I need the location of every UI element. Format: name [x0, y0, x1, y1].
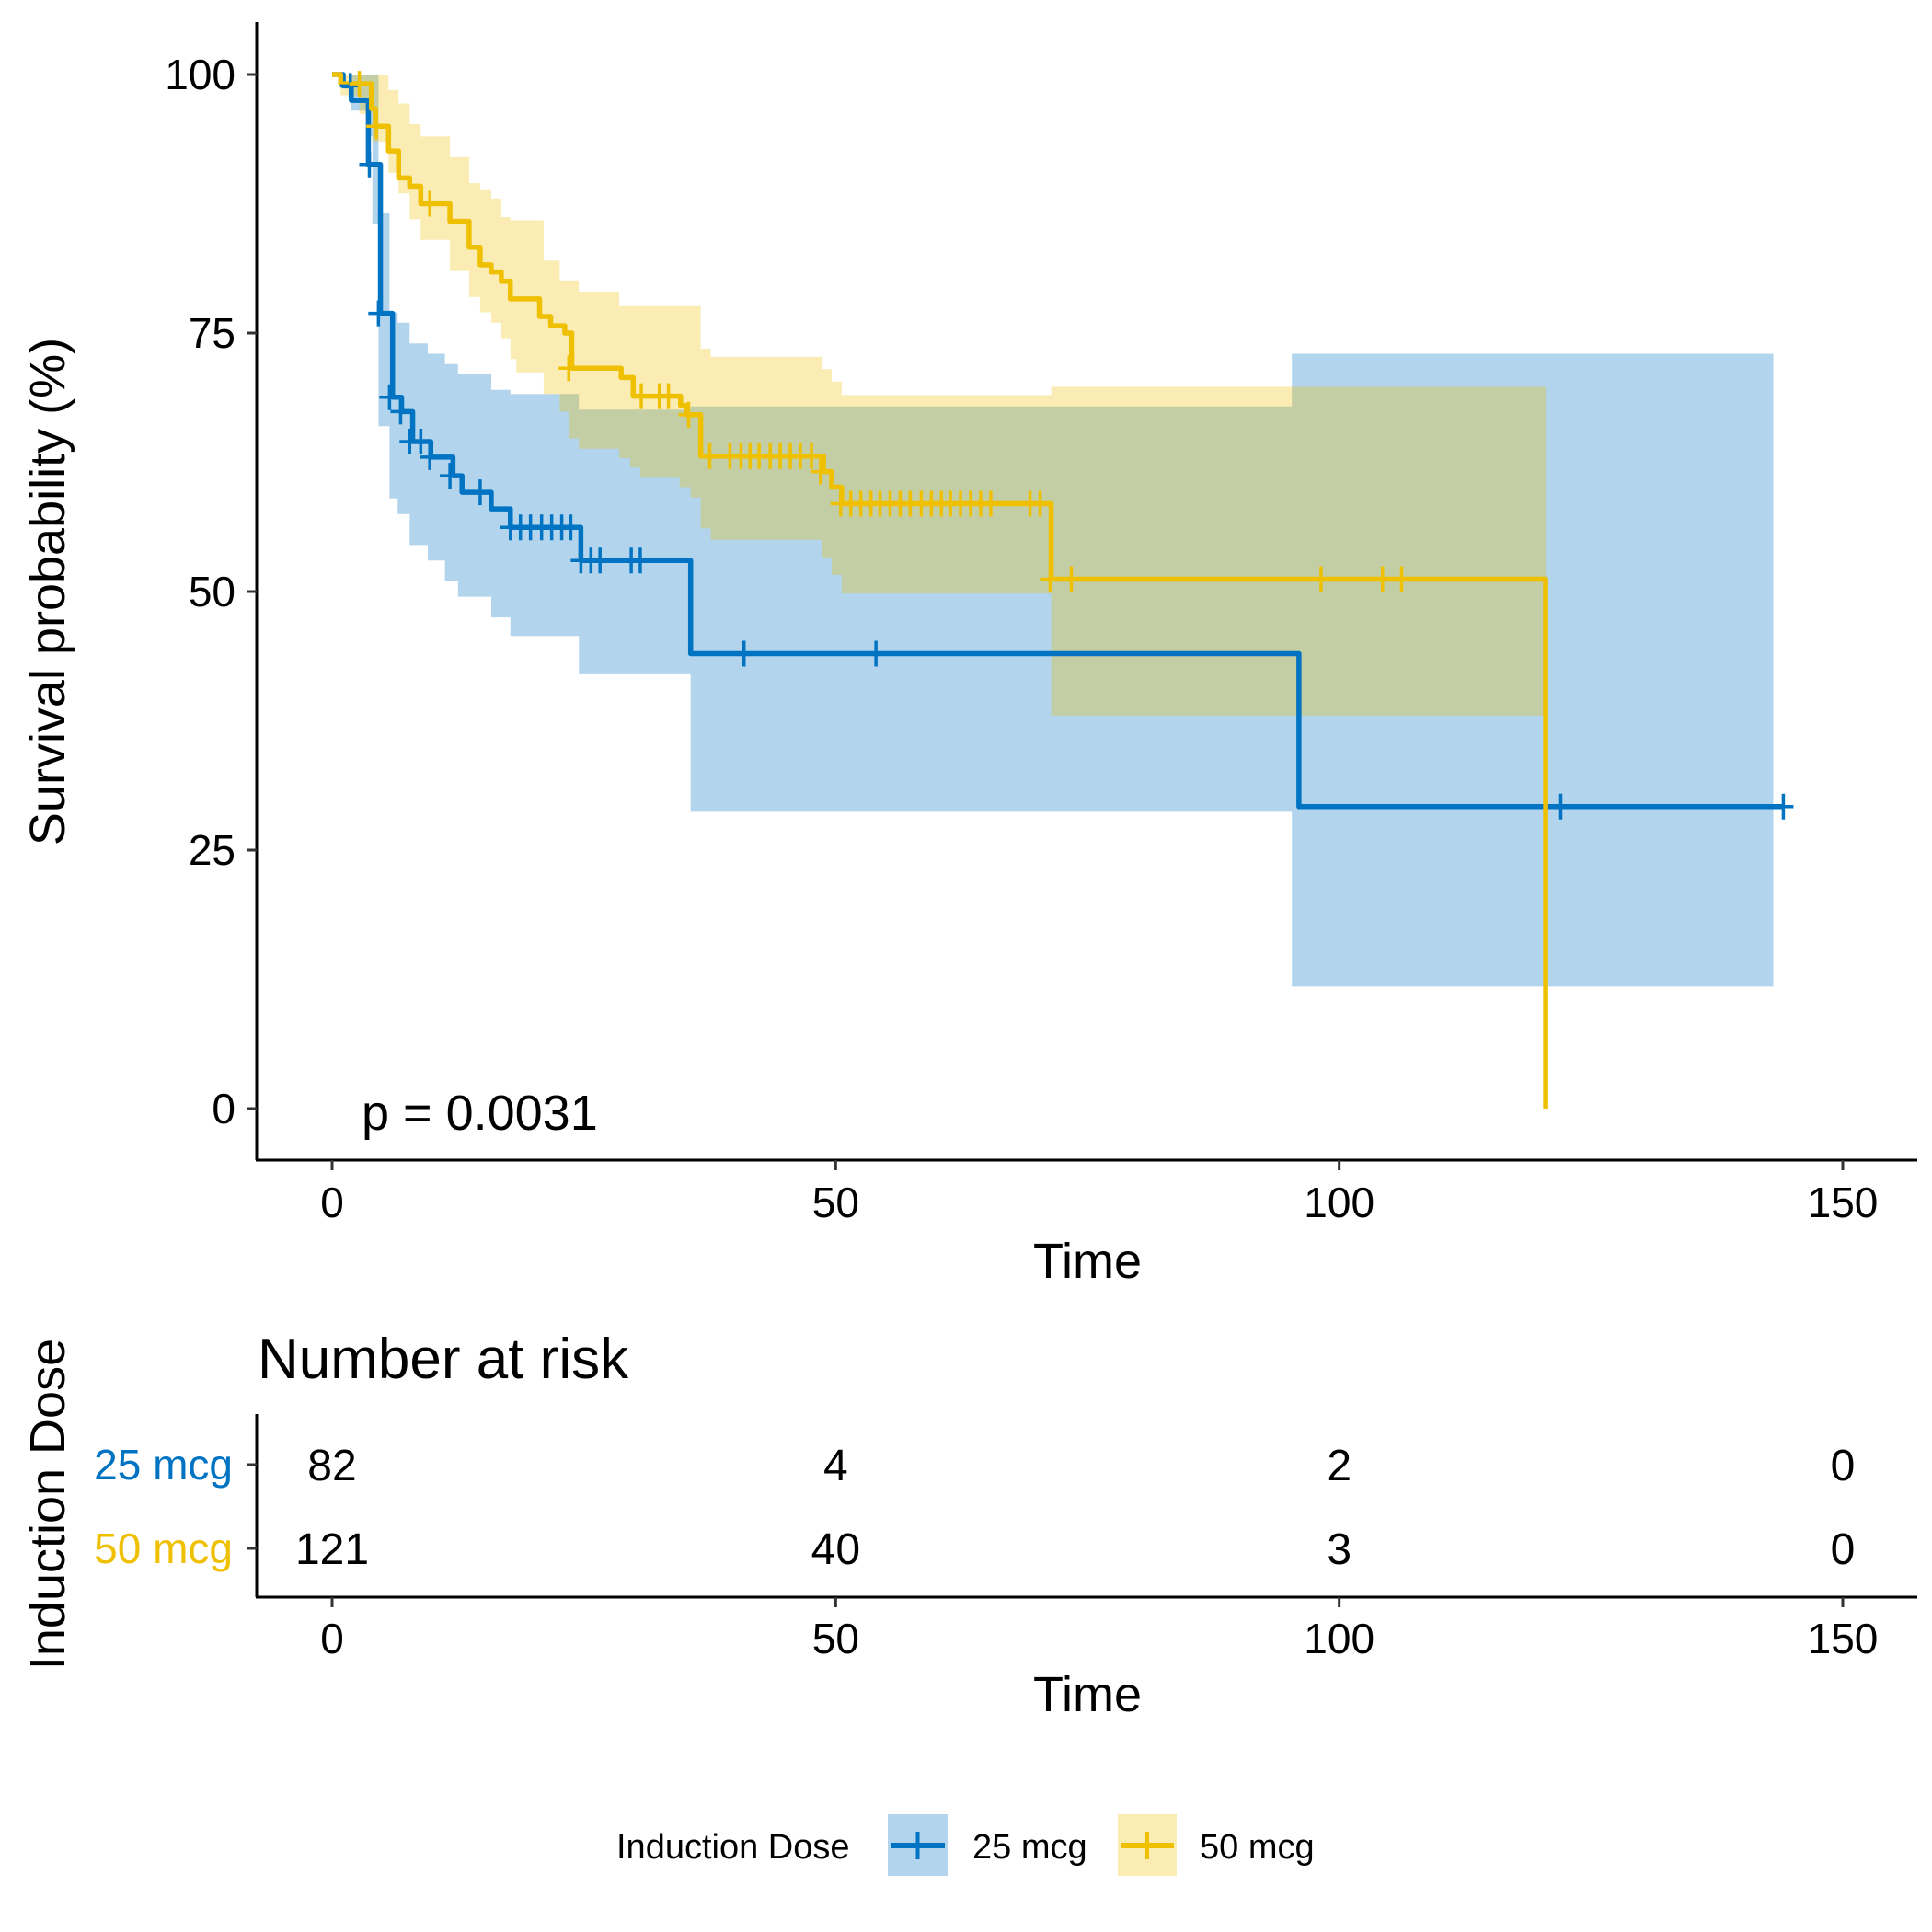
censor-mark-25-mcg	[1773, 793, 1794, 820]
p-value-annotation: p = 0.0031	[362, 1086, 598, 1141]
censor-mark-25-mcg	[733, 640, 754, 667]
censor-mark-50-mcg	[366, 113, 387, 140]
y-axis-title: Survival probability (%)	[20, 338, 75, 845]
censor-mark-25-mcg	[359, 151, 380, 178]
risk-row-label-25-mcg: 25 mcg	[94, 1441, 233, 1489]
risk-count: 4	[823, 1442, 848, 1490]
censor-mark-50-mcg	[420, 190, 441, 217]
risk-count: 121	[295, 1525, 369, 1574]
censor-mark-50-mcg	[658, 383, 679, 409]
censor-mark-25-mcg	[368, 300, 389, 327]
risk-count: 82	[307, 1442, 356, 1490]
legend: Induction Dose 25 mcg 50 mcg	[616, 1814, 1315, 1876]
legend-title: Induction Dose	[616, 1828, 850, 1867]
censor-marks	[339, 71, 1794, 820]
y-tick-label: 75	[189, 309, 236, 357]
risk-count: 2	[1327, 1442, 1351, 1490]
censor-mark-25-mcg	[410, 429, 431, 455]
censor-mark-25-mcg	[590, 547, 611, 574]
risk-table-title: Number at risk	[258, 1328, 629, 1391]
risk-count: 0	[1831, 1442, 1856, 1490]
ci-band-50-mcg	[332, 75, 1547, 716]
censor-mark-50-mcg	[980, 490, 1001, 517]
censor-mark-25-mcg	[560, 514, 581, 541]
x-tick-label: 150	[1808, 1179, 1879, 1226]
risk-x-tick-label: 100	[1304, 1615, 1374, 1662]
y-tick-label: 100	[165, 51, 236, 98]
censor-mark-50-mcg	[1029, 490, 1051, 517]
risk-x-tick-label: 50	[812, 1615, 859, 1662]
y-tick-label: 50	[189, 568, 236, 615]
survival-curve-50-mcg	[332, 72, 1548, 1109]
censor-mark-50-mcg	[1372, 566, 1393, 592]
risk-row-label-50-mcg: 50 mcg	[94, 1524, 233, 1572]
censor-mark-50-mcg	[678, 401, 699, 428]
censor-mark-25-mcg	[629, 547, 650, 574]
censor-mark-50-mcg	[1040, 566, 1061, 592]
censor-mark-25-mcg	[469, 479, 490, 506]
risk-count: 0	[1831, 1525, 1856, 1574]
legend-item-25-mcg[interactable]: 25 mcg	[888, 1814, 1087, 1876]
censor-mark-50-mcg	[801, 443, 822, 469]
censor-mark-25-mcg	[440, 463, 461, 489]
y-tick-label: 0	[212, 1085, 236, 1133]
risk-count: 3	[1327, 1525, 1351, 1574]
x-tick-label: 0	[320, 1179, 344, 1226]
censor-mark-50-mcg	[1391, 566, 1412, 592]
risk-x-axis-title: Time	[1033, 1667, 1142, 1722]
risk-table: 25 mcg 82 4 2 0 50 mcg 121 40 3 0 0 50 100 150	[94, 1441, 1878, 1662]
censor-mark-50-mcg	[1061, 566, 1082, 592]
censor-mark-50-mcg	[699, 443, 720, 469]
censor-mark-25-mcg	[339, 73, 361, 99]
legend-label-50-mcg: 50 mcg	[1200, 1828, 1315, 1867]
y-tick-label: 25	[189, 826, 236, 874]
censor-mark-50-mcg	[631, 383, 652, 409]
risk-x-tick-label: 0	[320, 1615, 344, 1662]
risk-x-tick-label: 150	[1808, 1615, 1879, 1662]
x-ticks: 0 50 100 150	[320, 1160, 1878, 1226]
x-tick-label: 100	[1304, 1179, 1374, 1226]
censor-mark-25-mcg	[379, 384, 400, 410]
censor-mark-50-mcg	[1310, 566, 1331, 592]
censor-mark-50-mcg	[810, 458, 831, 485]
censor-mark-25-mcg	[866, 640, 887, 667]
censor-mark-50-mcg	[349, 71, 370, 98]
censor-mark-25-mcg	[390, 398, 411, 425]
x-tick-label: 50	[812, 1179, 859, 1226]
censor-mark-25-mcg	[420, 443, 441, 470]
legend-item-50-mcg[interactable]: 50 mcg	[1118, 1814, 1315, 1876]
risk-y-axis-title: Induction Dose	[20, 1339, 75, 1670]
legend-label-25-mcg: 25 mcg	[972, 1828, 1087, 1867]
censor-mark-50-mcg	[558, 355, 580, 382]
y-ticks: 0 25 50 75 100	[165, 51, 257, 1133]
risk-count: 40	[811, 1525, 860, 1574]
x-axis-title: Time	[1033, 1234, 1142, 1289]
censor-mark-25-mcg	[1550, 793, 1571, 820]
